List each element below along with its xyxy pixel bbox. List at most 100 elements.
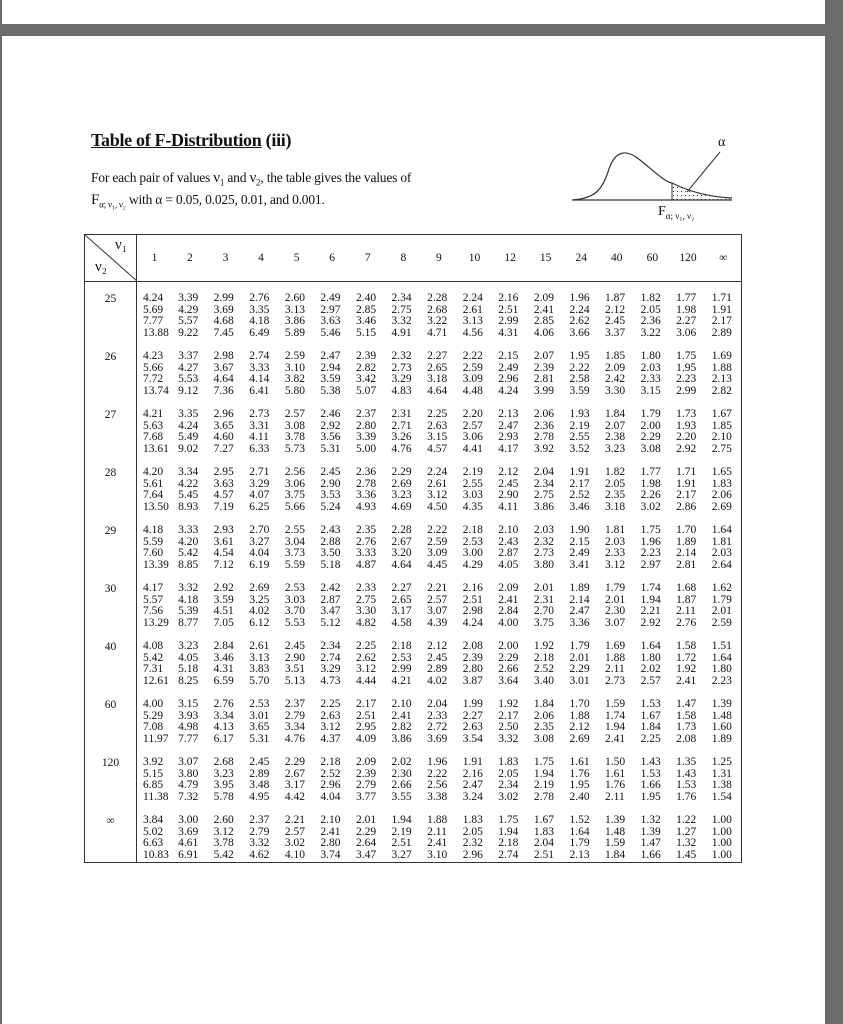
f-value: 2.75 [533, 489, 554, 501]
value-cell: 2.19 2.55 3.03 4.35 [457, 456, 493, 514]
f-value: 1.80 [711, 663, 732, 675]
f-value: 1.62 [711, 582, 732, 594]
value-cell: 1.67 1.83 2.04 2.51 [528, 804, 564, 863]
f-value: 2.10 [320, 814, 341, 826]
f-value: 5.63 [143, 419, 164, 432]
f-value: 1.91 [462, 756, 483, 768]
f-value: 2.61 [249, 640, 270, 652]
f-value: 1.80 [640, 651, 661, 664]
f-value: 2.98 [462, 605, 483, 617]
f-value: 1.77 [640, 466, 661, 478]
f-value: 2.14 [676, 547, 697, 559]
f-value: 2.76 [355, 535, 377, 548]
f-value: 2.41 [676, 674, 697, 687]
value-cell: 2.96 3.65 4.60 7.27 [208, 398, 244, 456]
value-cell: 3.00 3.69 4.61 6.91 [172, 804, 208, 863]
value-cell: 2.22 2.59 3.09 4.45 [421, 514, 457, 572]
f-value: 2.64 [355, 837, 377, 849]
f-value: 2.23 [640, 547, 661, 559]
value-cell: 2.92 3.59 4.51 7.05 [208, 572, 244, 630]
table-row-group: 29 4.18 5.59 7.60 13.39 3.33 4.20 5.42 8.85 2.93 3… [84, 514, 742, 572]
f-value: 1.84 [605, 408, 626, 420]
diagonal-divider [85, 235, 137, 281]
value-cell: 1.96 2.24 2.62 3.66 [563, 282, 599, 341]
f-value: 3.74 [320, 848, 341, 861]
f-value: 2.10 [498, 524, 519, 536]
f-value: 6.85 [143, 779, 164, 791]
f-value: 1.71 [711, 292, 732, 304]
value-cell: 1.64 1.81 2.03 2.64 [706, 514, 742, 572]
viewer-scrollbar-area[interactable] [825, 0, 843, 1024]
f-value: 2.42 [605, 373, 626, 385]
f-value: 2.69 [711, 500, 732, 513]
f-value: 2.66 [391, 779, 412, 791]
f-value: 2.45 [320, 466, 341, 478]
f-value: 2.11 [605, 790, 625, 803]
value-cell: 1.51 1.64 1.80 2.23 [706, 630, 742, 688]
value-cell: 2.12 2.45 2.89 4.02 [421, 630, 457, 688]
value-cell: 1.77 1.98 2.26 3.02 [635, 456, 671, 514]
f-value: 2.75 [711, 442, 732, 455]
f-value: 2.16 [462, 767, 483, 780]
f-value: 2.32 [462, 837, 483, 849]
f-value: 4.87 [355, 558, 377, 571]
value-cell: 2.69 3.25 4.02 6.12 [243, 572, 279, 630]
value-cell: 1.96 2.22 2.56 3.38 [421, 746, 457, 804]
value-cell: 2.59 3.10 3.82 5.80 [279, 340, 315, 398]
f-value: 2.76 [249, 292, 270, 304]
f-value: 3.46 [355, 315, 377, 327]
f-value: 4.05 [178, 651, 199, 664]
f-value: 2.62 [355, 651, 377, 664]
f-value: 1.88 [569, 709, 590, 722]
f-value: 2.45 [284, 640, 305, 652]
f-value: 7.19 [213, 500, 234, 513]
value-cell: 1.93 2.19 2.55 3.52 [563, 398, 599, 456]
f-value: 2.90 [284, 651, 305, 664]
f-value: 1.39 [605, 814, 626, 826]
f-value: 2.55 [284, 524, 305, 536]
f-value: 3.66 [569, 326, 590, 339]
value-cell: 2.25 2.63 3.15 4.57 [421, 398, 457, 456]
v1-label: ν₁ [115, 237, 128, 253]
f-value: 2.24 [427, 466, 448, 478]
value-cell: 2.12 2.45 2.90 4.11 [492, 456, 528, 514]
f-value: 2.22 [462, 350, 483, 362]
column-header: 9 [421, 234, 457, 282]
value-cell: 1.22 1.27 1.32 1.45 [670, 804, 706, 863]
f-value: 1.82 [605, 466, 626, 478]
f-value: 2.06 [711, 489, 732, 501]
f-value: 2.60 [213, 814, 234, 826]
f-value: 1.58 [676, 640, 697, 652]
f-value: 2.51 [498, 303, 519, 316]
f-value: 4.57 [427, 442, 448, 455]
f-value: 3.86 [533, 500, 554, 513]
value-cell: 2.61 3.13 3.83 5.70 [243, 630, 279, 688]
f-value: 2.37 [355, 408, 377, 420]
f-value: 2.24 [569, 303, 590, 316]
value-cell: 4.00 5.29 7.08 11.97 [137, 688, 173, 746]
f-value: 1.88 [605, 651, 626, 664]
f-value: 4.41 [462, 442, 483, 455]
title-main: Table of F-Distribution [91, 130, 262, 150]
column-header: 120 [670, 234, 706, 282]
f-value: 1.68 [676, 582, 697, 594]
f-value: 1.93 [569, 408, 590, 420]
f-value: 7.77 [178, 732, 199, 745]
f-value: 2.01 [355, 814, 377, 826]
f-value: 2.80 [320, 837, 341, 849]
f-value: 4.18 [178, 593, 199, 606]
f-value: 1.53 [640, 698, 661, 710]
f-value: 2.74 [249, 350, 270, 362]
f-value: 5.49 [178, 431, 199, 443]
f-value: 2.57 [284, 825, 305, 838]
nu-symbol: ν [249, 170, 257, 186]
f-value: 4.42 [284, 790, 305, 803]
f-value: 1.38 [711, 779, 732, 791]
f-value: 1.95 [640, 790, 661, 803]
f-value: 2.33 [355, 582, 377, 594]
f-value: 1.89 [569, 582, 590, 594]
f-value: 4.60 [213, 431, 234, 443]
f-value: 3.86 [284, 315, 305, 327]
f-value: 1.81 [605, 524, 626, 536]
column-header: 1 [136, 234, 173, 282]
